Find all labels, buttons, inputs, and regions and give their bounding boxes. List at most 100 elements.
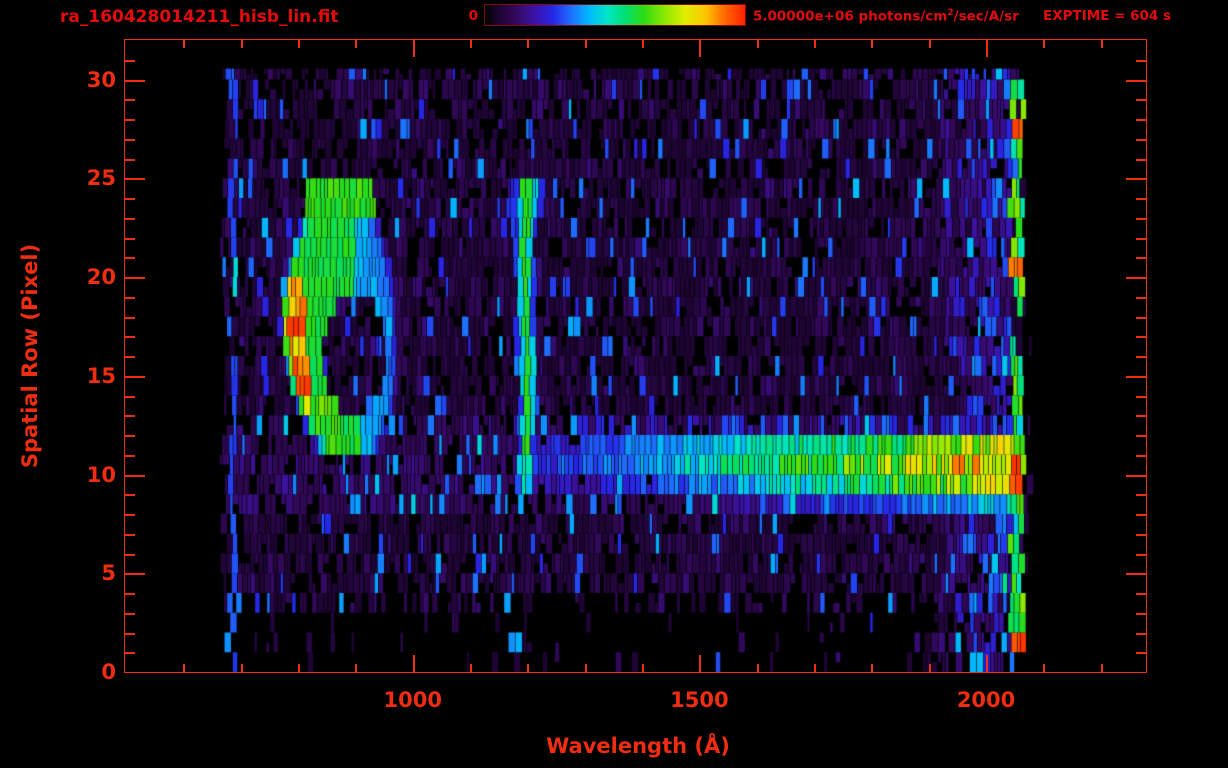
x-axis-tick [584,39,587,48]
x-axis-tick [298,664,301,673]
y-axis-tick [125,474,145,477]
y-axis-tick [1136,435,1146,437]
colorbar-max-label: 5.00000e+06 photons/cm2/sec/A/sr [753,8,1019,25]
x-axis-tick [1043,39,1046,48]
y-axis-tick [125,514,135,516]
x-axis-tick [814,39,817,48]
x-axis-tick [756,39,759,48]
y-axis-tick [1136,99,1146,102]
x-axis-tick [240,664,243,673]
y-axis-tick [125,356,135,358]
x-axis-tick [699,39,702,57]
y-tick-label: 0 [101,660,116,684]
y-axis-tick [125,593,135,595]
x-axis-tick [986,39,989,57]
y-axis-tick [1136,415,1146,418]
y-axis-tick [1136,593,1146,595]
x-axis-tick [871,39,874,48]
y-axis-tick [125,158,135,161]
y-axis-tick [125,494,135,497]
y-axis-tick [125,435,135,437]
y-axis-tick [1136,237,1146,240]
y-axis-tick [1136,494,1146,497]
y-axis-tick [125,632,135,635]
y-axis-tick [125,375,145,378]
x-axis-tick [928,664,931,673]
y-tick-label: 10 [86,462,116,487]
y-axis-tick [1136,316,1146,319]
y-axis-tick [125,257,135,260]
y-tick-label: 5 [101,561,116,586]
y-axis-tick [125,454,135,457]
y-axis-tick [125,59,135,62]
y-axis-tick [125,99,135,102]
x-axis-tick [986,655,989,673]
x-axis-tick [183,39,186,48]
x-axis-tick [527,39,530,48]
y-axis-tick [1126,178,1146,181]
x-axis-tick [642,664,645,673]
y-axis-tick [1136,652,1146,655]
x-axis-tick [412,39,415,57]
x-axis-tick [355,664,358,673]
y-axis-tick [1136,553,1146,556]
x-axis-tick [584,664,587,673]
y-axis-tick [125,336,135,339]
y-axis-title: Spatial Row (Pixel) [18,243,42,469]
y-axis-tick [1136,119,1146,121]
y-tick-label: 20 [86,265,116,289]
y-axis-tick [1136,296,1146,299]
x-axis-tick [470,664,473,673]
y-axis-tick [1136,138,1146,141]
y-axis-tick [125,119,135,121]
y-axis-tick [125,612,135,615]
y-axis-tick [1136,533,1146,536]
y-axis-tick [1136,198,1146,200]
y-axis-tick [1136,59,1146,62]
y-axis-tick [125,217,135,220]
colorbar-max-value: 5.00000e+06 photons/cm [753,8,948,25]
plot-axes-box [124,39,1147,673]
y-axis-tick [1126,474,1146,477]
y-axis-tick [125,415,135,418]
y-axis-tick [1136,158,1146,161]
x-axis-tick [928,39,931,48]
y-axis-tick [1136,257,1146,260]
y-axis-tick [1136,217,1146,220]
y-axis-tick [125,553,135,556]
y-axis-tick [125,138,135,141]
x-axis-tick [814,664,817,673]
y-axis-tick [125,198,135,200]
y-axis-tick [1126,375,1146,378]
y-axis-tick [1136,336,1146,339]
y-axis-tick [125,79,145,82]
y-axis-tick [125,237,135,240]
x-axis-tick [1100,39,1103,48]
y-axis-tick [1136,612,1146,615]
x-axis-tick [355,39,358,48]
x-tick-label: 1000 [383,688,442,712]
x-axis-tick [871,664,874,673]
plot-title: ra_160428014211_hisb_lin.fit [60,7,339,27]
y-axis-tick [125,573,145,576]
y-axis-tick [1136,514,1146,516]
colorbar-min-label: 0 [468,8,478,24]
x-tick-label: 1500 [670,688,729,712]
y-axis-tick [125,316,135,319]
y-axis-tick [1126,79,1146,82]
x-axis-tick [527,664,530,673]
x-axis-tick [699,655,702,673]
y-axis-tick [125,277,145,279]
x-axis-tick [1043,664,1046,673]
y-tick-label: 15 [86,363,116,388]
colorbar-unit-suffix: /sec/A/sr [953,8,1019,25]
spectral-image-canvas [125,40,1146,672]
x-axis-tick [470,39,473,48]
y-axis-tick [125,533,135,536]
colorbar-gradient [484,4,746,26]
y-axis-tick [1136,395,1146,398]
x-axis-tick [642,39,645,48]
y-axis-tick [1136,356,1146,358]
x-axis-title: Wavelength (Å) [546,734,730,758]
